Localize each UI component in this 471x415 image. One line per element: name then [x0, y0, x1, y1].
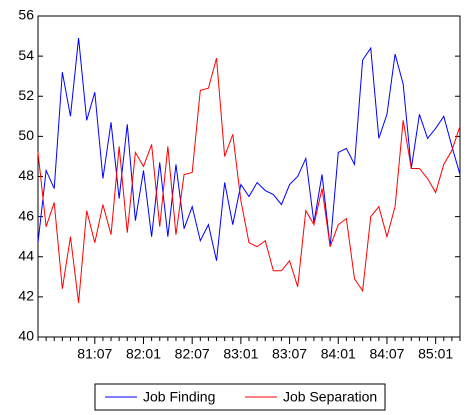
- x-tick-label: 85:01: [418, 346, 453, 362]
- x-tick-label: 84:01: [321, 346, 356, 362]
- legend-label: Job Separation: [283, 389, 377, 405]
- y-tick-label: 48: [18, 167, 34, 183]
- x-tick-label: 84:07: [369, 346, 404, 362]
- legend-label: Job Finding: [143, 389, 215, 405]
- y-tick-label: 56: [18, 7, 34, 23]
- y-tick-label: 44: [18, 247, 34, 263]
- series-line: [37, 57, 461, 303]
- x-tick-label: 82:01: [126, 346, 161, 362]
- y-tick-label: 54: [18, 47, 34, 63]
- y-tick-label: 52: [18, 87, 34, 103]
- y-tick-label: 40: [18, 328, 34, 344]
- y-tick-label: 46: [18, 207, 34, 223]
- x-tick-label: 83:07: [272, 346, 307, 362]
- x-tick-label: 83:01: [223, 346, 258, 362]
- x-tick-label: 82:07: [175, 346, 210, 362]
- legend-box: [94, 383, 386, 411]
- plot-frame: [37, 15, 461, 338]
- x-tick-label: 81:07: [77, 346, 112, 362]
- y-tick-label: 50: [18, 127, 34, 143]
- y-tick-label: 42: [18, 288, 34, 304]
- series-line: [37, 38, 461, 261]
